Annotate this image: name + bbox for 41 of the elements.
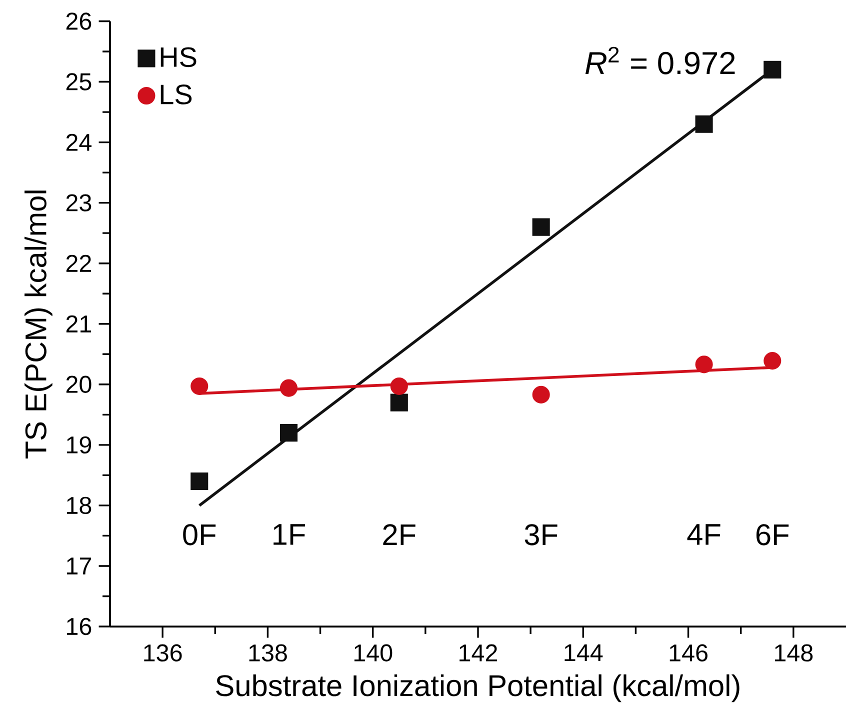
x-tick-label: 140 [354, 644, 392, 662]
y-tick-label: 18 [67, 496, 92, 514]
y-tick-label: 21 [66, 315, 92, 332]
point [695, 356, 713, 374]
point [190, 377, 208, 395]
annotation: 3F [524, 524, 558, 546]
y-tick-label: 20 [66, 376, 92, 393]
x-tick-label: 146 [670, 644, 708, 662]
point [764, 60, 782, 78]
y-tick-label: 19 [67, 436, 92, 454]
legend-label: LS [160, 84, 192, 104]
point [532, 218, 550, 236]
y-axis-title: TS E(PCM) kcal/mol [24, 190, 52, 458]
y-tick-label: 16 [67, 618, 92, 636]
annotation: 1F [274, 524, 305, 545]
point [280, 424, 298, 442]
point [280, 379, 298, 397]
y-tick-label: 23 [66, 194, 92, 212]
annotation: 4F [687, 524, 720, 545]
point [390, 377, 408, 395]
y-tick-label: 24 [66, 134, 92, 151]
point [390, 394, 408, 412]
point [695, 115, 713, 133]
x-tick-label: 148 [775, 644, 813, 662]
point [532, 386, 550, 404]
x-tick-label: 136 [144, 644, 182, 662]
y-tick-label: 25 [66, 73, 92, 90]
annotation: 2F [383, 524, 416, 545]
annotation: 6F [756, 524, 789, 546]
x-tick-label: 144 [564, 644, 603, 661]
x-axis-title: Substrate Ionization Potential (kcal/mol) [216, 674, 740, 702]
point [764, 352, 782, 370]
annotation: 0F [183, 524, 216, 546]
point [190, 472, 208, 490]
legend-label: HS [160, 47, 196, 68]
x-tick-label: 142 [460, 644, 498, 662]
y-tick-label: 22 [66, 254, 91, 272]
y-tick-label: 17 [67, 558, 91, 574]
annotation: R$^{2}$ = 0.972 [585, 46, 735, 74]
y-tick-label: 26 [66, 12, 92, 30]
x-tick-label: 138 [249, 644, 287, 662]
